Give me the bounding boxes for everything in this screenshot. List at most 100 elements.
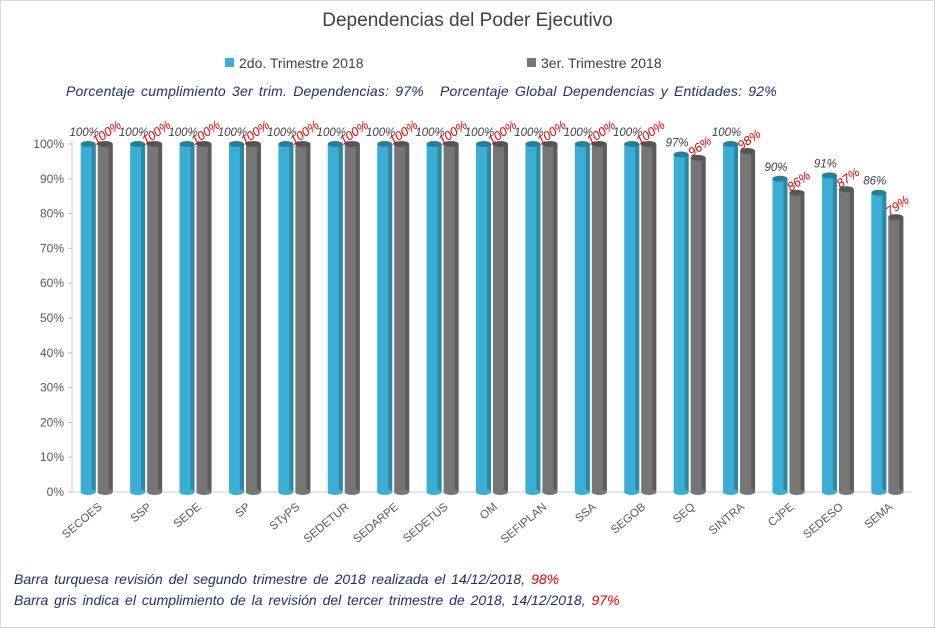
legend-swatch-q3 bbox=[527, 58, 536, 67]
bar-q3-shade bbox=[849, 189, 854, 493]
bar-q3-cap bbox=[740, 147, 756, 154]
value-label-q2: 100% bbox=[317, 127, 346, 139]
bar-q2-cap bbox=[426, 141, 442, 147]
value-label-q2: 100% bbox=[514, 127, 543, 139]
bar-q3-shade bbox=[751, 150, 756, 492]
x-tick-label: SSA bbox=[573, 501, 599, 525]
summary-line: Porcentaje cumplimiento 3er trim. Depend… bbox=[66, 83, 793, 99]
bar-q2-cap bbox=[130, 141, 146, 147]
bar-q2-base bbox=[772, 489, 788, 495]
bar-q3-cap bbox=[443, 141, 459, 147]
bar-q2-shade bbox=[882, 192, 887, 492]
y-tick-label: 80% bbox=[40, 207, 64, 221]
footnote-q3: Barra gris indica el cumplimiento de la … bbox=[14, 590, 620, 611]
footnote-q3-text: Barra gris indica el cumplimiento de la … bbox=[14, 592, 586, 608]
x-tick-label: SEMA bbox=[863, 501, 896, 531]
bar-q2-shade bbox=[437, 144, 442, 492]
bar-q3-base bbox=[493, 489, 508, 495]
bar-q2-cap bbox=[574, 141, 590, 147]
value-label-q2: 100% bbox=[564, 127, 593, 139]
bar-q2-shade bbox=[684, 154, 689, 492]
value-label-q2: 100% bbox=[168, 127, 197, 139]
bar-q3-shade bbox=[800, 192, 805, 492]
bar-q2-shade bbox=[190, 144, 195, 492]
bar-q2-base bbox=[179, 489, 195, 495]
bar-q3-shade bbox=[355, 144, 360, 492]
bar-q3-cap bbox=[97, 141, 113, 147]
y-tick-label: 0% bbox=[47, 485, 65, 499]
y-tick-label: 60% bbox=[40, 276, 64, 290]
bar-q2-base bbox=[228, 489, 244, 495]
footnote-q2: Barra turquesa revisión del segundo trim… bbox=[14, 569, 620, 590]
value-label-q2: 100% bbox=[613, 127, 642, 139]
bar-q3-base bbox=[344, 489, 360, 495]
x-tick-label: SINTRA bbox=[707, 501, 747, 538]
bar-q2-base bbox=[871, 489, 887, 495]
value-label-q2: 91% bbox=[814, 158, 837, 170]
legend-label-q2: 2do. Trimestre 2018 bbox=[239, 55, 364, 71]
x-tick-label: SEDESO bbox=[801, 501, 845, 541]
bar-q3-cap bbox=[641, 141, 657, 147]
bar-q3-base bbox=[740, 489, 756, 495]
bar-q2-cap bbox=[179, 141, 195, 147]
bar-q3-cap bbox=[245, 141, 261, 147]
bar-q2-base bbox=[130, 489, 146, 495]
bar-q3-shade bbox=[108, 144, 113, 492]
bar-q2-base bbox=[476, 489, 491, 495]
bar-q3-cap bbox=[542, 141, 558, 147]
x-tick-label: SEQ bbox=[671, 501, 697, 526]
bar-q2-base bbox=[426, 489, 442, 495]
value-label-q2: 97% bbox=[666, 137, 689, 149]
x-tick-label: SECOES bbox=[60, 501, 105, 541]
bar-q2-base bbox=[821, 489, 837, 495]
bar-q2-base bbox=[80, 489, 96, 495]
bar-q2-shade bbox=[635, 144, 640, 492]
summary-global: Porcentaje Global Dependencias y Entidad… bbox=[439, 83, 777, 99]
bar-q3-cap bbox=[196, 141, 212, 147]
bar-q2-base bbox=[673, 489, 689, 495]
bar-q2-cap bbox=[327, 141, 343, 147]
bar-q3-cap bbox=[888, 214, 904, 221]
bar-q3-cap bbox=[295, 141, 311, 147]
bar-q3-base bbox=[97, 489, 113, 495]
bar-q2-cap bbox=[772, 175, 788, 182]
bar-q2-base bbox=[574, 489, 590, 495]
bar-q2-cap bbox=[476, 141, 491, 147]
bar-q3-base bbox=[838, 489, 854, 495]
legend-swatch-q2 bbox=[225, 58, 234, 67]
bar-q3-cap bbox=[493, 141, 508, 147]
bar-q2-cap bbox=[278, 141, 294, 147]
bar-q3-shade bbox=[602, 144, 607, 492]
bar-q3-shade bbox=[504, 144, 508, 492]
value-label-q2: 100% bbox=[366, 127, 395, 139]
bar-q3-shade bbox=[652, 144, 657, 492]
footnote-q2-text: Barra turquesa revisión del segundo trim… bbox=[14, 571, 526, 587]
bar-q3-cap bbox=[344, 141, 360, 147]
x-tick-label: SEDE bbox=[172, 501, 204, 531]
value-label-q2: 100% bbox=[465, 127, 494, 139]
bar-q3-base bbox=[295, 489, 311, 495]
bar-q2-cap bbox=[377, 141, 393, 147]
bar-q3-cap bbox=[147, 141, 163, 147]
value-label-q2: 100% bbox=[712, 127, 741, 139]
y-tick-label: 70% bbox=[40, 241, 64, 255]
value-label-q2: 100% bbox=[119, 127, 148, 139]
y-tick-label: 20% bbox=[40, 415, 64, 429]
bar-q2-cap bbox=[624, 141, 640, 147]
bar-q3-shade bbox=[701, 157, 706, 493]
x-tick-label: SEDARPE bbox=[351, 501, 401, 546]
bar-q3-base bbox=[196, 489, 212, 495]
bar-q3-base bbox=[443, 489, 459, 495]
bar-q2-shade bbox=[141, 144, 146, 492]
bar-q3-base bbox=[245, 489, 261, 495]
bar-q2-base bbox=[525, 489, 541, 495]
bar-q2-cap bbox=[821, 172, 837, 179]
y-tick-label: 30% bbox=[40, 381, 64, 395]
y-tick-label: 50% bbox=[40, 311, 64, 325]
bar-q2-shade bbox=[338, 144, 343, 492]
bar-q2-cap bbox=[80, 141, 96, 147]
chart-title: Dependencias del Poder Ejecutivo bbox=[322, 10, 613, 31]
bar-q3-shade bbox=[454, 144, 459, 492]
value-label-q2: 90% bbox=[764, 162, 787, 174]
